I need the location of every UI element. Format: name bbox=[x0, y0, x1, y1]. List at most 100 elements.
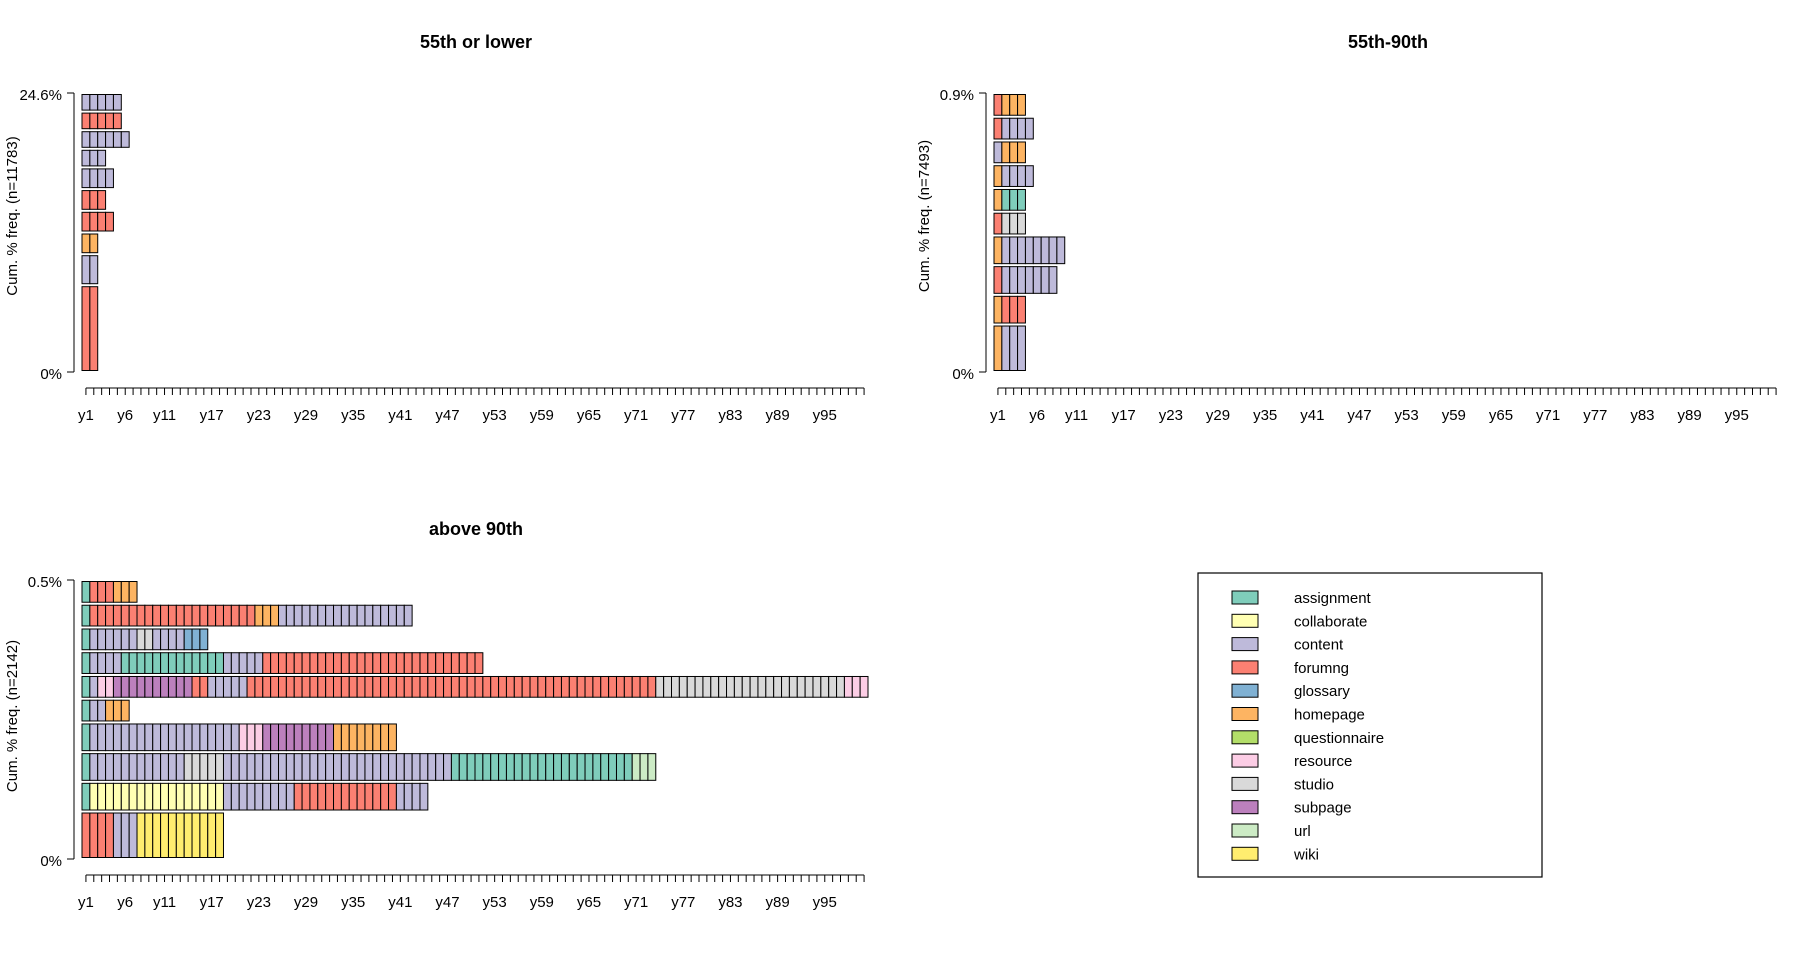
sequence-cell-assignment bbox=[537, 753, 547, 781]
sequence-cell-studio bbox=[702, 675, 712, 698]
sequence-cell-assignment bbox=[120, 652, 130, 674]
sequence-cell-forumng bbox=[474, 675, 484, 698]
legend-label-collaborate: collaborate bbox=[1294, 613, 1367, 630]
x-tick-label: y11 bbox=[1065, 407, 1088, 424]
sequence-cell-content bbox=[270, 753, 280, 781]
sequence-cell-forumng bbox=[89, 581, 99, 603]
sequence-cell-wiki bbox=[215, 812, 224, 859]
sequence-cell-subpage bbox=[301, 723, 311, 752]
sequence-cell-content bbox=[81, 94, 91, 111]
sequence-cell-content bbox=[215, 675, 224, 698]
x-tick-label: y65 bbox=[1489, 407, 1513, 424]
x-tick-label: y71 bbox=[624, 894, 648, 911]
sequence-cell-content bbox=[152, 723, 162, 752]
legend: assignment collaborate content forumng gloss… bbox=[1197, 572, 1543, 878]
sequence-cell-collaborate bbox=[105, 782, 114, 811]
sequence-bars bbox=[81, 94, 130, 372]
sequence-cell-subpage bbox=[183, 675, 193, 698]
y-axis-label: Cum. % freq. (n=7493) bbox=[916, 140, 933, 292]
sequence-cell-forumng bbox=[81, 286, 91, 372]
x-tick-label: y47 bbox=[1347, 407, 1371, 424]
sequence-cell-url bbox=[631, 753, 641, 781]
sequence-cell-content bbox=[230, 652, 240, 674]
sequence-cell-forumng bbox=[1009, 295, 1019, 324]
sequence-cell-content bbox=[301, 753, 311, 781]
panel-55th-or-lower: 55th or lower Cum. % freq. (n=11783) 24.… bbox=[4, 32, 865, 424]
sequence-cell-resource bbox=[105, 675, 114, 698]
sequence-cell-content bbox=[89, 149, 99, 167]
sequence-cell-content bbox=[222, 753, 232, 781]
sequence-cell-content bbox=[238, 675, 248, 698]
sequence-cell-forumng bbox=[529, 675, 539, 698]
sequence-cell-studio bbox=[765, 675, 775, 698]
sequence-cell-content bbox=[128, 812, 138, 859]
sequence-cell-content bbox=[1017, 236, 1026, 265]
legend-swatch-studio bbox=[1231, 776, 1259, 791]
sequence-cell-studio bbox=[694, 675, 704, 698]
sequence-cell-content bbox=[1009, 117, 1019, 140]
sequence-cell-forumng bbox=[254, 675, 264, 698]
sequence-cell-forumng bbox=[112, 112, 122, 130]
sequence-cell-forumng bbox=[262, 675, 272, 698]
sequence-cell-collaborate bbox=[183, 782, 193, 811]
sequence-cell-forumng bbox=[403, 675, 413, 698]
legend-swatch-url bbox=[1231, 823, 1259, 838]
sequence-cell-content bbox=[993, 141, 1003, 164]
sequence-cell-homepage bbox=[1001, 94, 1011, 116]
sequence-cell-forumng bbox=[482, 675, 492, 698]
sequence-cell-forumng bbox=[301, 782, 311, 811]
sequence-cell-forumng bbox=[89, 604, 99, 627]
sequence-cell-content bbox=[89, 255, 99, 285]
sequence-cell-forumng bbox=[81, 812, 91, 859]
sequence-cell-content bbox=[1017, 117, 1026, 140]
sequence-cell-studio bbox=[144, 628, 154, 651]
sequence-cell-content bbox=[175, 753, 185, 781]
sequence-cell-content bbox=[380, 604, 390, 627]
sequence-cell-content bbox=[395, 782, 405, 811]
sequence-cell-content bbox=[215, 723, 224, 752]
sequence-cell-homepage bbox=[1017, 141, 1026, 164]
sequence-cell-forumng bbox=[348, 652, 358, 674]
sequence-cell-content bbox=[340, 604, 350, 627]
sequence-cell-homepage bbox=[1009, 94, 1019, 116]
sequence-cell-content bbox=[1009, 325, 1019, 372]
sequence-cell-forumng bbox=[97, 190, 107, 210]
panel-title: 55th-90th bbox=[1348, 32, 1428, 52]
sequence-cell-content bbox=[278, 782, 287, 811]
sequence-cell-forumng bbox=[309, 675, 319, 698]
x-tick-label: y47 bbox=[435, 407, 459, 424]
sequence-cell-forumng bbox=[537, 675, 547, 698]
sequence-cell-content bbox=[419, 753, 429, 781]
sequence-cell-forumng bbox=[246, 604, 256, 627]
sequence-cell-assignment bbox=[207, 652, 217, 674]
sequence-cell-assignment bbox=[584, 753, 594, 781]
x-tick-label: y17 bbox=[1112, 407, 1136, 424]
sequence-cell-studio bbox=[136, 628, 146, 651]
sequence-cell-assignment bbox=[215, 652, 224, 674]
legend-swatch-collaborate bbox=[1231, 613, 1259, 628]
sequence-cell-studio bbox=[1001, 212, 1011, 235]
sequence-cell-content bbox=[112, 753, 122, 781]
sequence-cell-forumng bbox=[81, 190, 91, 210]
x-tick-label: y35 bbox=[1253, 407, 1277, 424]
sequence-cell-forumng bbox=[443, 652, 452, 674]
sequence-cell-content bbox=[128, 628, 138, 651]
sequence-cell-resource bbox=[238, 723, 248, 752]
panel-title: above 90th bbox=[429, 519, 523, 539]
sequence-cell-content bbox=[183, 723, 193, 752]
sequence-cell-assignment bbox=[183, 652, 193, 674]
sequence-cell-studio bbox=[663, 675, 673, 698]
sequence-cell-forumng bbox=[403, 652, 413, 674]
sequence-cell-assignment bbox=[1017, 188, 1026, 211]
sequence-bars bbox=[81, 581, 869, 859]
sequence-cell-content bbox=[97, 753, 107, 781]
sequence-cell-collaborate bbox=[128, 782, 138, 811]
x-tick-label: y6 bbox=[117, 894, 133, 911]
sequence-cell-homepage bbox=[128, 581, 138, 603]
sequence-cell-forumng bbox=[435, 652, 445, 674]
sequence-cell-content bbox=[120, 131, 130, 148]
sequence-cell-content bbox=[136, 723, 146, 752]
sequence-cell-assignment bbox=[1009, 188, 1019, 211]
sequence-cell-content bbox=[199, 723, 209, 752]
sequence-cell-forumng bbox=[301, 652, 311, 674]
